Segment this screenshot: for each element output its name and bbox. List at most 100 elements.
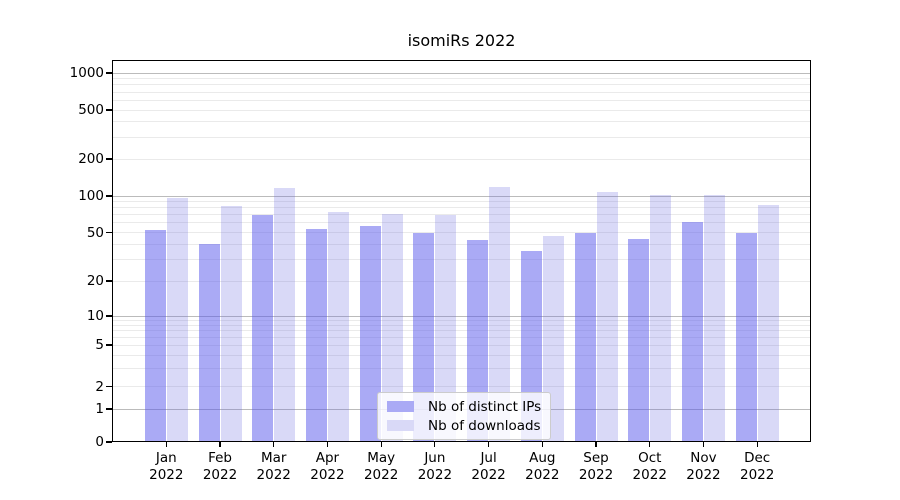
x-tick-year: 2022	[149, 467, 184, 483]
y-tick-label: 200	[78, 151, 104, 167]
bar-distinct-ips	[467, 240, 489, 442]
y-tick-label: 500	[78, 102, 104, 118]
x-tick-mark	[541, 442, 543, 447]
gridline-minor	[112, 91, 811, 93]
y-tick-mark	[106, 195, 112, 197]
gridline-minor	[112, 367, 811, 369]
y-tick-label: 100	[78, 188, 104, 204]
bar-downloads	[650, 195, 672, 442]
x-tick-label: Jan 2022	[126, 450, 206, 484]
x-tick-month: Nov	[690, 450, 717, 466]
x-tick-year: 2022	[739, 467, 775, 483]
x-tick-mark	[434, 442, 436, 447]
x-tick-year: 2022	[471, 467, 506, 483]
gridline-minor	[112, 386, 811, 387]
x-tick-year: 2022	[632, 467, 667, 483]
legend-swatch-downloads-icon	[387, 420, 414, 431]
x-tick-label: Oct 2022	[610, 450, 690, 484]
bar-distinct-ips	[628, 239, 650, 442]
gridline-minor	[112, 136, 811, 138]
x-tick-month: Jan	[155, 450, 177, 466]
y-tick-mark	[106, 158, 112, 160]
y-tick-mark	[106, 441, 112, 443]
x-tick-label: May 2022	[341, 450, 421, 484]
x-tick-month: Feb	[208, 450, 232, 466]
bar-distinct-ips	[144, 230, 166, 442]
gridline-minor	[112, 280, 811, 282]
x-tick-mark	[756, 442, 758, 447]
y-tick-mark	[106, 280, 112, 282]
gridline-minor	[112, 319, 811, 321]
y-tick-mark	[106, 344, 112, 346]
x-tick-label: Feb 2022	[180, 450, 260, 484]
y-tick-label: 1000	[69, 65, 104, 81]
bar-downloads	[489, 186, 511, 442]
x-tick-month: Dec	[744, 450, 771, 466]
gridline-minor	[112, 109, 811, 111]
bar-downloads	[435, 214, 457, 442]
x-tick-month: Aug	[529, 450, 556, 466]
x-tick-month: Mar	[260, 450, 287, 466]
gridline-minor	[112, 201, 811, 203]
bar-distinct-ips	[252, 214, 274, 442]
x-tick-label: Sep 2022	[556, 450, 636, 484]
x-tick-mark	[219, 442, 221, 447]
x-tick-mark	[326, 442, 329, 447]
bar-distinct-ips	[413, 232, 435, 442]
x-tick-year: 2022	[256, 467, 291, 483]
chart-title: isomiRs 2022	[407, 31, 516, 50]
x-tick-label: Jul 2022	[449, 450, 529, 484]
y-tick-label: 50	[86, 224, 104, 241]
bar-downloads	[327, 211, 349, 442]
x-tick-year: 2022	[417, 467, 453, 483]
gridline-minor	[112, 243, 811, 245]
y-tick-mark	[106, 231, 112, 234]
bar-distinct-ips	[198, 244, 220, 442]
gridline-major	[112, 315, 811, 317]
x-tick-month: Apr	[315, 450, 340, 466]
gridline-minor	[112, 336, 811, 338]
gridline-minor	[112, 259, 811, 261]
bar-downloads	[596, 191, 618, 442]
x-tick-year: 2022	[202, 467, 238, 483]
y-tick-mark	[106, 72, 112, 74]
bar-distinct-ips	[681, 222, 703, 442]
x-tick-mark	[649, 442, 651, 447]
legend-label-distinct-ips: Nb of distinct IPs	[428, 398, 542, 415]
gridline-major	[112, 195, 811, 197]
x-tick-year: 2022	[525, 467, 560, 483]
x-tick-month: May	[367, 450, 396, 466]
x-tick-mark	[702, 442, 705, 447]
bar-distinct-ips	[574, 232, 596, 442]
gridline-minor	[112, 158, 811, 160]
y-tick-label: 2	[95, 378, 104, 395]
x-tick-month: Jun	[424, 450, 446, 466]
y-tick-mark	[106, 315, 112, 317]
bar-distinct-ips	[359, 225, 381, 442]
x-tick-mark	[273, 442, 275, 447]
x-tick-mark	[595, 442, 597, 447]
bar-distinct-ips	[305, 229, 327, 442]
x-tick-label: Mar 2022	[234, 450, 314, 484]
legend-item-distinct-ips: Nb of distinct IPs	[387, 398, 541, 415]
gridline-minor	[112, 84, 811, 86]
y-tick-mark	[106, 385, 112, 388]
x-tick-mark	[487, 442, 490, 447]
gridline-minor	[112, 214, 811, 216]
gridline-minor	[112, 330, 811, 332]
x-tick-mark	[165, 442, 167, 447]
gridline-minor	[112, 324, 811, 326]
y-tick-mark	[106, 408, 112, 410]
y-tick-mark	[106, 109, 112, 111]
gridline-minor	[112, 354, 811, 356]
plot-area: Nb of distinct IPs Nb of downloads	[112, 60, 811, 442]
gridline-minor	[112, 99, 811, 101]
x-tick-year: 2022	[363, 467, 399, 483]
gridline-major	[112, 72, 811, 74]
legend-item-downloads: Nb of downloads	[387, 417, 541, 434]
y-tick-label: 1	[95, 401, 104, 417]
x-tick-month: Jul	[480, 450, 497, 466]
x-tick-month: Oct	[638, 450, 662, 466]
x-tick-label: Nov 2022	[663, 450, 743, 484]
